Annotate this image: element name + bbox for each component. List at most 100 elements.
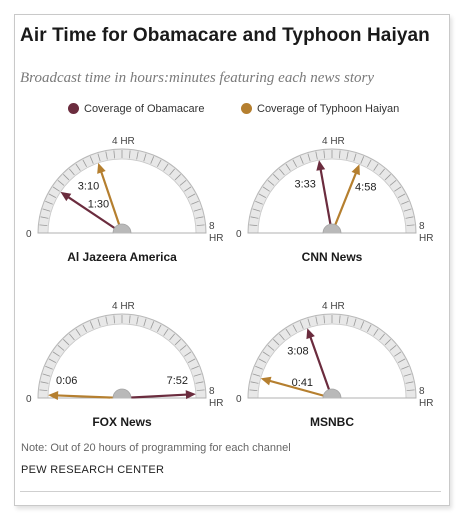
gauge-tick-msnbc [397, 358, 406, 363]
needle-obamacare-al-jazeera-america [64, 194, 124, 235]
gauge-tick-fox-news [143, 318, 147, 327]
gauge-face-msnbc [257, 323, 407, 399]
needle-head-haiyan-al-jazeera-america [97, 162, 106, 174]
needle-haiyan-fox-news [53, 394, 124, 400]
gauge-tick-fox-news [52, 351, 60, 357]
needle-head-obamacare-fox-news [185, 390, 196, 400]
gauge-tick-al-jazeera-america [113, 150, 116, 159]
gauge-tick-al-jazeera-america [150, 156, 155, 164]
gauge-tick-cnn-news [250, 216, 259, 219]
needle-value-obamacare-fox-news: 7:52 [167, 375, 188, 387]
gauge-tick-cnn-news [279, 168, 285, 176]
gauge-tick-cnn-news [389, 180, 397, 186]
scale-max-label-fox-news: 8 [209, 386, 215, 397]
footnote: Note: Out of 20 hours of programming for… [21, 442, 291, 454]
gauge-tick-fox-news [163, 328, 169, 336]
gauge-tick-cnn-news [292, 159, 297, 168]
gauge-tick-msnbc [346, 316, 349, 325]
gauge-tick-al-jazeera-america [69, 168, 75, 176]
needle-head-obamacare-cnn-news [316, 160, 326, 171]
gauge-tick-fox-news [105, 316, 108, 325]
gauge-tick-cnn-news [255, 200, 263, 205]
gauge-tick-msnbc [279, 333, 285, 341]
gauge-tick-al-jazeera-america [82, 159, 87, 168]
gauge-tick-al-jazeera-america [63, 174, 70, 181]
gauge-tick-al-jazeera-america [57, 180, 65, 186]
gauge-tick-cnn-news [249, 224, 258, 227]
needle-haiyan-msnbc [265, 378, 334, 400]
chart-card [14, 14, 450, 506]
needle-haiyan-cnn-news [330, 168, 359, 235]
scale-min-label-cnn-news: 0 [236, 229, 242, 240]
gauge-tick-msnbc [262, 351, 270, 357]
gauge-tick-msnbc [292, 324, 297, 333]
needle-value-obamacare-msnbc: 3:08 [287, 346, 308, 358]
gauge-tick-cnn-news [384, 174, 391, 181]
gauge-tick-al-jazeera-america [39, 224, 48, 227]
gauge-face-cnn-news [257, 158, 407, 234]
gauge-tick-fox-news [174, 339, 181, 346]
gauge-tick-al-jazeera-america [105, 151, 108, 160]
gauge-tick-fox-news [193, 373, 202, 377]
needle-head-obamacare-al-jazeera-america [60, 191, 72, 202]
gauge-tick-fox-news [39, 389, 48, 392]
gauge-tick-al-jazeera-america [40, 216, 49, 219]
gauge-tick-fox-news [42, 373, 51, 377]
gauge-tick-cnn-news [406, 224, 415, 227]
gauge-tick-al-jazeera-america [174, 174, 181, 181]
gauge-tick-msnbc [403, 373, 412, 377]
needle-obamacare-fox-news [120, 393, 191, 400]
legend-label-haiyan: Coverage of Typhoon Haiyan [257, 103, 400, 115]
scale-min-label-msnbc: 0 [236, 394, 242, 405]
gauge-tick-fox-news [48, 358, 57, 363]
scale-max-unit-fox-news: HR [209, 398, 223, 409]
gauge-tick-fox-news [128, 315, 131, 324]
gauge-tick-fox-news [191, 365, 199, 370]
gauge-tick-cnn-news [346, 151, 349, 160]
gauge-tick-cnn-news [285, 163, 291, 171]
gauge-tick-msnbc [267, 345, 275, 351]
scale-max-unit-al-jazeera-america: HR [209, 233, 223, 244]
gauge-tick-cnn-news [403, 208, 412, 212]
gauge-tick-fox-news [45, 365, 53, 370]
scale-mid-label-fox-news: 4 HR [112, 301, 135, 312]
gauge-tick-al-jazeera-america [169, 168, 175, 176]
gauge-hub-mask-cnn-news [320, 233, 344, 245]
source-credit: PEW RESEARCH CENTER [21, 464, 165, 476]
legend-item-haiyan: Coverage of Typhoon Haiyan [241, 103, 399, 115]
gauge-tick-fox-news [89, 321, 94, 329]
gauge-tick-fox-news [63, 339, 70, 346]
scale-max-label-al-jazeera-america: 8 [209, 221, 215, 232]
gauge-face-fox-news [47, 323, 197, 399]
gauge-tick-al-jazeera-america [48, 193, 57, 198]
gauge-tick-cnn-news [360, 156, 365, 164]
gauge-tick-msnbc [353, 318, 357, 327]
gauge-tick-msnbc [250, 381, 259, 384]
needle-value-obamacare-cnn-news: 3:33 [294, 179, 315, 191]
scale-max-unit-cnn-news: HR [419, 233, 433, 244]
needle-head-obamacare-msnbc [306, 328, 315, 340]
gauge-tick-cnn-news [258, 193, 267, 198]
gauge-tick-msnbc [360, 321, 365, 329]
gauge-tick-msnbc [367, 324, 372, 333]
gauge-hub-mask-al-jazeera-america [110, 233, 134, 245]
gauge-tick-cnn-news [299, 156, 304, 164]
gauge-tick-cnn-news [394, 186, 402, 192]
gauge-tick-al-jazeera-america [196, 224, 205, 227]
gauge-tick-fox-news [136, 316, 139, 325]
scale-max-unit-msnbc: HR [419, 398, 433, 409]
gauge-tick-cnn-news [323, 150, 326, 159]
gauge-tick-fox-news [57, 345, 65, 351]
gauge-tick-msnbc [255, 365, 263, 370]
needle-obamacare-msnbc [308, 332, 334, 400]
gauge-tick-cnn-news [262, 186, 270, 192]
gauge-tick-cnn-news [338, 150, 341, 159]
needle-haiyan-al-jazeera-america [99, 167, 124, 235]
scale-mid-label-msnbc: 4 HR [322, 301, 345, 312]
gauge-tick-al-jazeera-america [97, 153, 101, 162]
gauge-face-al-jazeera-america [47, 158, 197, 234]
gauge-tick-msnbc [258, 358, 267, 363]
gauge-tick-msnbc [273, 339, 280, 346]
gauge-tick-msnbc [401, 365, 409, 370]
legend-item-obamacare: Coverage of Obamacare [68, 103, 204, 115]
